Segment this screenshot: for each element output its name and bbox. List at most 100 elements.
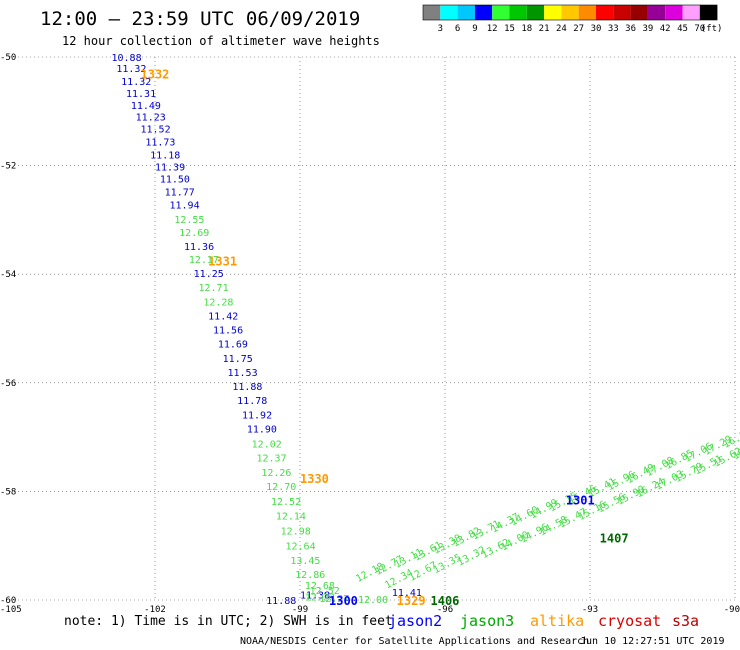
swh-point-label: 11.77 <box>165 188 195 199</box>
colorbar-label: 42 <box>660 24 671 34</box>
x-tick-label: -105 <box>0 605 22 615</box>
pass-number-label: 1331 <box>208 255 237 269</box>
legend-altika: altika <box>530 612 584 630</box>
colorbar-legend: 3 6 9 12 15 18 21 24 27 30 33 36 39 42 45 70(ft) <box>422 4 723 34</box>
colorbar-label: 6 <box>455 24 460 34</box>
pass-number-label: 1329 <box>397 594 426 608</box>
colorbar-swatch <box>526 5 545 20</box>
x-tick-label: -90 <box>724 605 740 615</box>
colorbar-label: 33 <box>608 24 619 34</box>
swh-point-label: 11.39 <box>155 163 185 174</box>
axis-ticks: -105 -102 -99 -96 -93 -90 -50 -52 -54 -56 -58 -60 <box>0 53 740 615</box>
colorbar-swatch <box>544 5 562 20</box>
colorbar-label: 70 <box>694 24 705 34</box>
pass-number-label: 1332 <box>141 67 170 81</box>
swh-points: 10.8811.3211.3211.3111.4911.2311.5211.73… <box>112 53 740 607</box>
x-tick-label: -96 <box>437 605 453 615</box>
swh-point-label: 11.25 <box>194 269 224 280</box>
colorbar-swatch <box>474 5 493 20</box>
y-tick-label: -54 <box>0 270 16 280</box>
y-tick-label: -50 <box>0 53 16 63</box>
swh-point-label: 11.32 <box>116 64 146 75</box>
swh-point-label: 11.31 <box>126 89 156 100</box>
chart-subtitle: 12 hour collection of altimeter wave hei… <box>62 34 380 48</box>
colorbar-swatch <box>630 5 648 20</box>
colorbar-label: 30 <box>591 24 602 34</box>
colorbar-label: 18 <box>521 24 532 34</box>
swh-point-label: 12.68 <box>305 581 335 592</box>
swh-point-label: 11.18 <box>150 151 180 162</box>
colorbar-label: 21 <box>539 24 550 34</box>
swh-point-label: 11.38 <box>300 591 330 602</box>
colorbar-swatch <box>665 5 683 20</box>
colorbar-swatch <box>440 5 458 20</box>
legend-jason2: jason2 <box>388 612 442 630</box>
swh-point-label: 11.88 <box>266 596 296 607</box>
x-tick-label: -102 <box>144 605 166 615</box>
swh-point-label: 12.98 <box>281 526 311 537</box>
colorbar-label: 36 <box>625 24 636 34</box>
swh-point-label: 12.52 <box>271 497 301 508</box>
swh-point-label: 12.17 <box>189 255 219 266</box>
colorbar-swatch <box>561 5 579 20</box>
swh-point-label: 12.37 <box>257 454 287 465</box>
colorbar-label: 15 <box>504 24 515 34</box>
colorbar-swatch <box>578 5 596 20</box>
swh-point-label: 12.64 <box>286 542 316 553</box>
colorbar-label: 9 <box>472 24 477 34</box>
legend-s3a: s3a <box>672 612 699 630</box>
swh-point-label: 12.26 <box>261 468 291 479</box>
colorbar-swatch <box>613 5 631 20</box>
y-tick-label: -60 <box>0 596 16 606</box>
footer-timestamp: Jun 10 12:27:51 UTC 2019 <box>580 636 725 647</box>
swh-point-label: 12.55 <box>174 215 204 226</box>
swh-point-label: 11.56 <box>213 326 243 337</box>
grid-lines <box>10 56 736 601</box>
x-tick-label: -99 <box>292 605 308 615</box>
swh-point-label: 11.78 <box>237 396 267 407</box>
pass-number-label: 1300 <box>329 594 358 608</box>
swh-point-label: 12.00 <box>358 595 388 606</box>
swh-point-label: 12.14 <box>276 511 306 522</box>
colorbar-swatch <box>423 5 441 20</box>
colorbar-label: (ft) <box>701 24 723 34</box>
swh-point-label: 11.23 <box>136 113 166 124</box>
colorbar-label: 24 <box>556 24 567 34</box>
swh-point-label: 12.27 <box>319 594 349 605</box>
swh-point-label: 11.36 <box>184 242 214 253</box>
swh-point-label: 12.70 <box>266 482 296 493</box>
colorbar-label: 39 <box>642 24 653 34</box>
swh-point-label: 12.02 <box>252 440 282 451</box>
legend-cryosat: cryosat <box>598 612 661 630</box>
swh-point-label: 11.90 <box>247 424 277 435</box>
swh-point-label: 13.45 <box>290 556 320 567</box>
swh-point-label: 12.86 <box>295 570 325 581</box>
y-tick-label: -52 <box>0 162 16 172</box>
colorbar-label: 45 <box>677 24 688 34</box>
swh-point-label: 16.54 <box>731 438 740 462</box>
colorbar-swatch <box>596 5 614 20</box>
colorbar-swatch <box>699 5 718 20</box>
units-note: note: 1) Time is in UTC; 2) SWH is in fe… <box>64 614 393 629</box>
swh-point-label: 12.52 <box>310 586 340 597</box>
y-tick-label: -58 <box>0 487 16 497</box>
y-tick-label: -56 <box>0 379 16 389</box>
colorbar-swatch <box>682 5 700 20</box>
pass-number-label: 1407 <box>600 532 629 546</box>
swh-point-label: 11.41 <box>392 588 422 599</box>
colorbar-frame <box>422 4 718 21</box>
swh-point-label: 11.94 <box>170 201 200 212</box>
colorbar-swatch <box>509 5 527 20</box>
swh-point-label: 11.32 <box>121 77 151 88</box>
pass-number-label: 1406 <box>431 594 460 608</box>
colorbar-label: 3 <box>438 24 443 34</box>
x-tick-label: -93 <box>582 605 598 615</box>
swh-point-label: 12.69 <box>179 228 209 239</box>
swh-point-label: 11.49 <box>131 101 161 112</box>
satellite-legend: jason2 jason3 altika cryosat s3a <box>388 612 699 630</box>
chart-title: 12:00 – 23:59 UTC 06/09/2019 <box>40 8 360 30</box>
swh-point-label: 11.69 <box>218 340 248 351</box>
colorbar-swatch <box>457 5 475 20</box>
